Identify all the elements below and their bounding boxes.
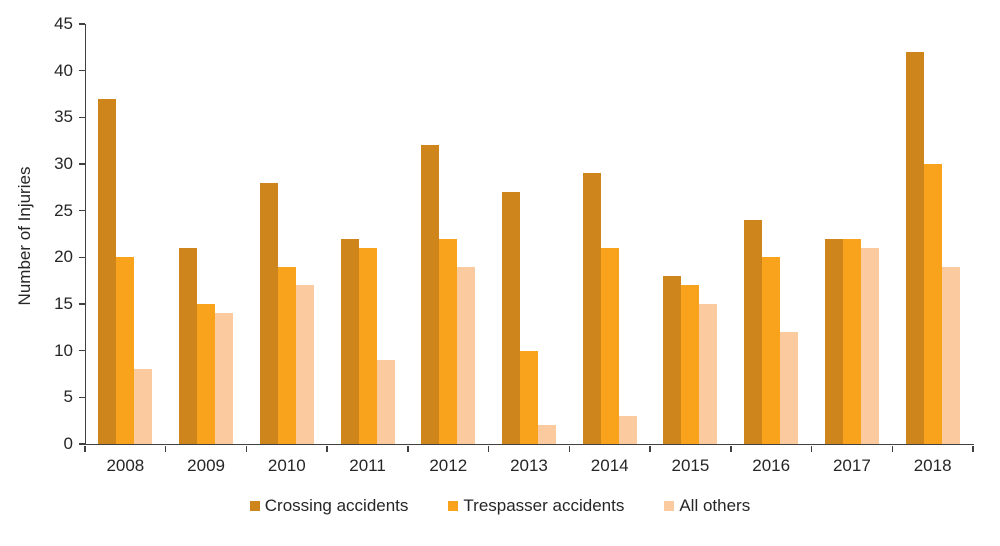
bar-all-others-2012	[457, 266, 476, 444]
bar-trespasser-accidents-2016	[762, 257, 781, 444]
bar-crossing-accidents-2009	[179, 248, 198, 444]
y-axis-tick	[79, 116, 85, 119]
x-axis-tick	[84, 445, 86, 452]
y-axis-tick-label: 5	[63, 387, 73, 407]
x-axis-tick	[810, 445, 813, 452]
x-axis-tick	[568, 445, 571, 452]
legend: Crossing accidents Trespasser accidents …	[0, 496, 1000, 516]
bar-crossing-accidents-2013	[502, 192, 520, 444]
x-axis-tick	[407, 445, 409, 452]
y-axis-tick	[79, 303, 85, 305]
y-axis-tick-label: 35	[54, 107, 73, 127]
y-axis-title: Number of Injuries	[15, 166, 34, 306]
x-axis-category-label: 2015	[671, 456, 710, 475]
bar-trespasser-accidents-2013	[520, 350, 538, 444]
bar-trespasser-accidents-2017	[842, 238, 861, 444]
x-axis-tick	[487, 445, 490, 452]
x-axis-tick	[972, 445, 974, 452]
x-axis-tick	[891, 445, 894, 452]
bar-all-others-2015	[699, 304, 718, 444]
y-axis-tick	[79, 256, 85, 259]
bar-trespasser-accidents-2018	[923, 164, 942, 444]
bar-crossing-accidents-2012	[421, 145, 440, 444]
bar-trespasser-accidents-2008	[116, 257, 135, 444]
y-axis-tick-label: 30	[54, 154, 73, 173]
x-axis-tick	[245, 445, 248, 452]
y-axis-tick	[79, 69, 85, 72]
bar-crossing-accidents-2018	[905, 52, 924, 444]
bar-crossing-accidents-2014	[582, 173, 601, 444]
legend-label-crossing-accidents: Crossing accidents	[264, 496, 409, 515]
y-axis-tick-label: 25	[54, 200, 73, 220]
legend-label-trespasser-accidents: Trespasser accidents	[463, 496, 625, 515]
x-axis-tick	[326, 445, 328, 452]
bar-trespasser-accidents-2012	[439, 238, 458, 444]
plot-area	[85, 24, 974, 445]
legend-item-all-others: All others	[664, 496, 750, 516]
y-axis-tick-label: 20	[54, 247, 73, 267]
x-axis-category-label: 2011	[349, 456, 386, 475]
bar-all-others-2018	[941, 266, 960, 444]
bar-trespasser-accidents-2009	[197, 304, 216, 444]
bar-crossing-accidents-2017	[824, 238, 843, 444]
x-axis-category-label: 2010	[267, 456, 306, 475]
legend-swatch-crossing-accidents-icon	[249, 501, 260, 511]
y-axis-tick	[79, 163, 85, 165]
bar-crossing-accidents-2008	[98, 98, 117, 444]
bar-crossing-accidents-2010	[259, 182, 278, 444]
x-axis-category-label: 2014	[590, 456, 629, 475]
bar-trespasser-accidents-2014	[600, 248, 619, 444]
x-axis-tick	[164, 445, 167, 452]
bar-all-others-2008	[134, 369, 153, 444]
x-axis-category-label: 2013	[510, 456, 548, 475]
bar-trespasser-accidents-2011	[358, 248, 377, 444]
bar-all-others-2016	[780, 332, 799, 444]
y-axis-tick-label: 45	[54, 14, 73, 33]
legend-item-trespasser-accidents: Trespasser accidents	[448, 496, 624, 516]
legend-swatch-trespasser-accidents-icon	[448, 501, 459, 511]
bar-all-others-2009	[215, 313, 234, 444]
x-axis-tick	[730, 445, 732, 452]
bar-all-others-2017	[860, 248, 879, 444]
bar-trespasser-accidents-2015	[681, 285, 700, 444]
x-axis-category-label: 2016	[752, 456, 791, 475]
y-axis-tick	[79, 443, 85, 445]
x-axis-category-label: 2008	[106, 456, 145, 475]
bar-all-others-2013	[538, 425, 556, 444]
y-axis-tick-label: 10	[54, 340, 73, 360]
bar-all-others-2010	[295, 285, 314, 444]
y-axis-tick-label: 40	[54, 60, 73, 80]
x-axis-category-label: 2009	[187, 456, 225, 475]
bar-all-others-2011	[376, 360, 395, 444]
x-axis-tick	[649, 445, 651, 452]
y-axis-tick	[79, 349, 85, 352]
y-axis-tick-label: 15	[54, 294, 73, 313]
x-axis-category-label: 2012	[429, 456, 468, 475]
y-axis-tick-label: 0	[63, 434, 73, 453]
legend-item-crossing-accidents: Crossing accidents	[249, 496, 409, 516]
bar-crossing-accidents-2016	[744, 220, 763, 444]
y-axis-tick	[79, 396, 85, 399]
x-axis-category-label: 2018	[913, 456, 952, 475]
bar-crossing-accidents-2011	[340, 238, 359, 444]
bar-crossing-accidents-2015	[663, 276, 682, 444]
bar-trespasser-accidents-2010	[277, 266, 296, 444]
legend-label-all-others: All others	[679, 496, 751, 515]
legend-swatch-all-others-icon	[664, 501, 675, 511]
x-axis-category-label: 2017	[832, 456, 871, 475]
y-axis-tick	[79, 23, 85, 25]
y-axis-tick	[79, 209, 85, 212]
bar-all-others-2014	[618, 416, 637, 444]
